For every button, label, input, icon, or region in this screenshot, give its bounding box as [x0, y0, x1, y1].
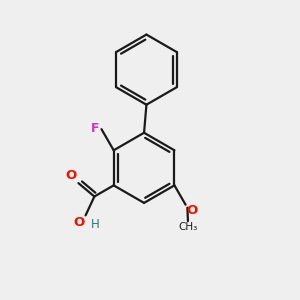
Text: O: O [187, 204, 198, 217]
Text: CH₃: CH₃ [178, 222, 198, 232]
Text: O: O [73, 216, 84, 229]
Text: O: O [66, 169, 77, 182]
Text: H: H [91, 218, 100, 231]
Text: F: F [91, 122, 99, 135]
